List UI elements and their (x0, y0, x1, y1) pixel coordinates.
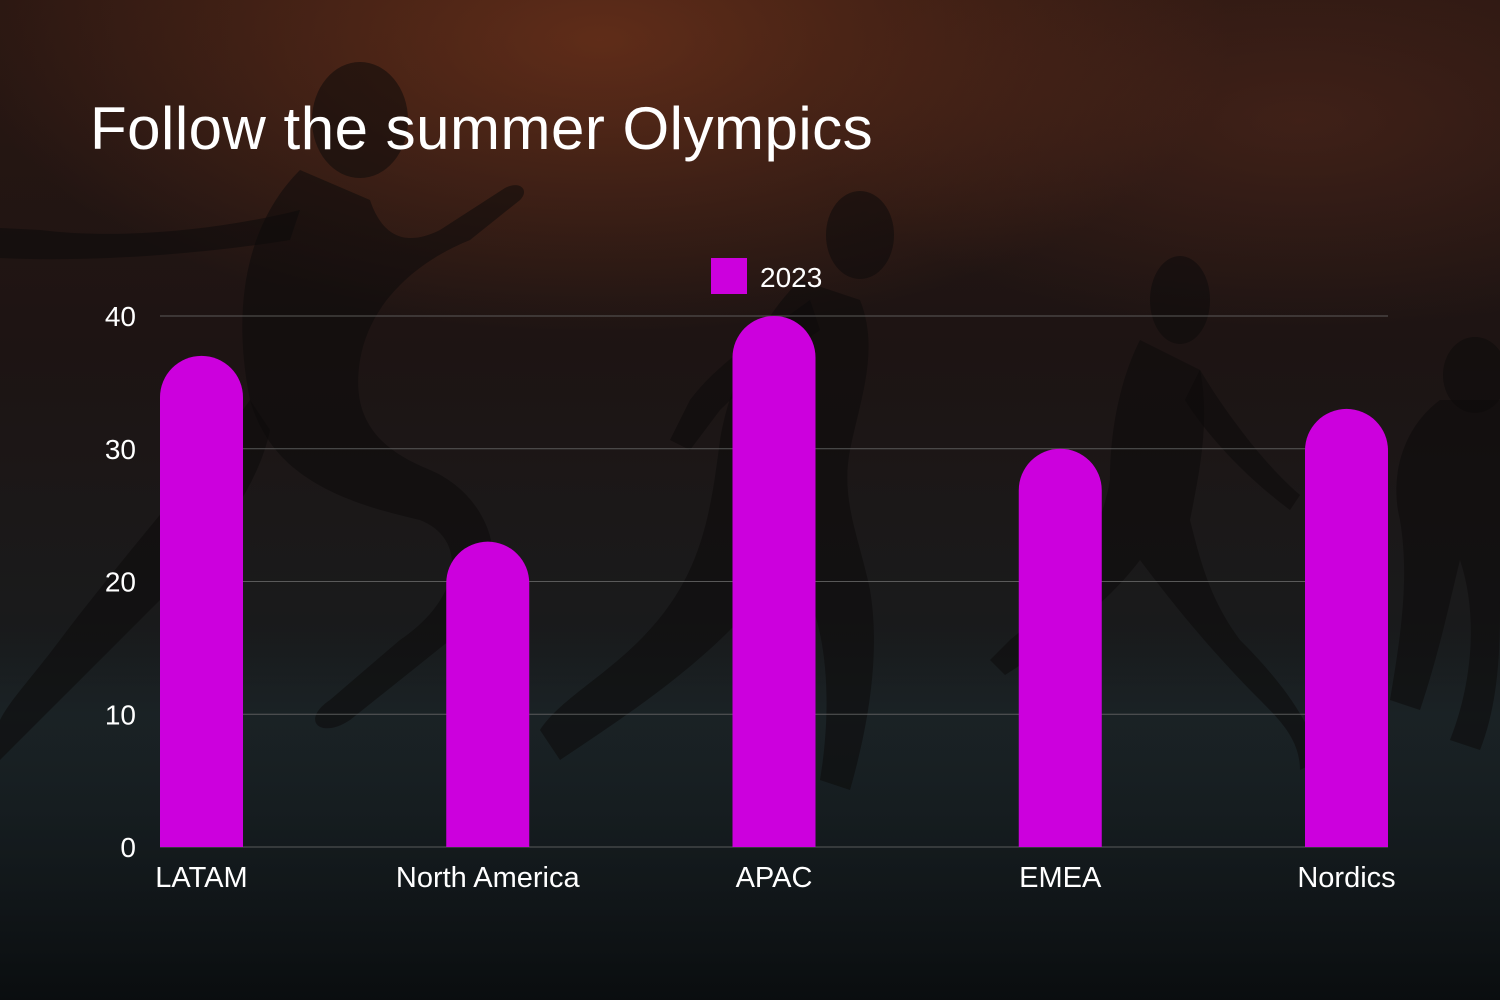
x-category-label: EMEA (1019, 862, 1102, 894)
x-category-label: LATAM (155, 862, 247, 894)
y-tick-label: 30 (105, 434, 136, 465)
legend-swatch (711, 258, 747, 294)
legend-label: 2023 (760, 262, 822, 293)
y-tick-label: 10 (105, 699, 136, 730)
slide-title: Follow the summer Olympics (90, 95, 874, 162)
bar-latam (160, 355, 243, 847)
bar-nordics (1305, 408, 1388, 847)
bar-emea (1018, 448, 1102, 847)
bar-north-america (446, 541, 530, 847)
x-category-label: APAC (736, 862, 813, 894)
y-tick-label: 0 (120, 832, 136, 863)
y-tick-label: 20 (105, 567, 136, 598)
bar-apac (732, 315, 816, 847)
x-category-label: Nordics (1297, 862, 1395, 894)
x-category-label: North America (396, 862, 581, 894)
y-tick-label: 40 (105, 301, 136, 332)
